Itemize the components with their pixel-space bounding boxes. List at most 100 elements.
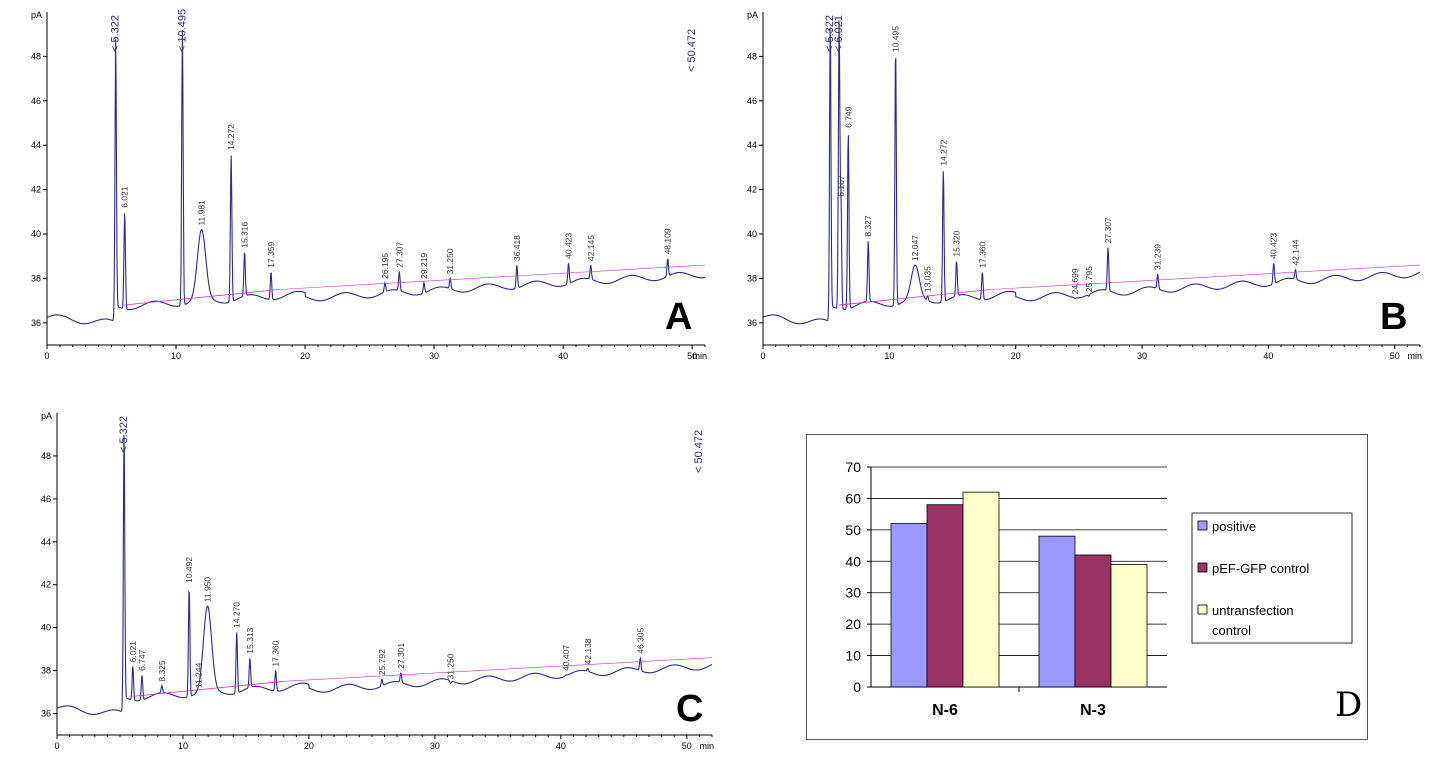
peak-label: < 5.322 xyxy=(118,416,130,453)
y-unit-label: pA xyxy=(41,411,52,421)
bar xyxy=(962,491,1000,688)
integration-baseline xyxy=(124,289,280,306)
x-tick-label: 40 xyxy=(556,741,566,751)
bar-chart-frame: 0 10 20 30 40 50 60 70 N-6 N-3 positive pEF-GFP con… xyxy=(806,434,1368,740)
peak-label: 31.250 xyxy=(446,653,456,679)
x-tick-label: 0 xyxy=(760,351,765,361)
bar xyxy=(1074,554,1112,688)
peak-label: 42.138 xyxy=(583,638,593,664)
panel-label-b: B xyxy=(1380,296,1408,338)
y-tick-label: 70 xyxy=(845,459,861,475)
integration-baseline xyxy=(990,264,1421,290)
peak-label: 6.021 xyxy=(120,186,130,208)
peak-label: < 5.322 xyxy=(110,15,122,52)
peak-label: 8.325 xyxy=(157,660,167,682)
y-tick-label: 46 xyxy=(31,96,41,106)
legend-label: untransfection control xyxy=(1212,603,1294,638)
y-tick-label: 44 xyxy=(747,140,757,150)
y-tick-label: 38 xyxy=(747,273,757,283)
peak-label: 46.305 xyxy=(635,627,645,653)
y-tick-label: 38 xyxy=(31,273,41,283)
y-tick-label: 40 xyxy=(31,229,41,239)
legend-swatch xyxy=(1197,562,1208,573)
panel-label-a: A xyxy=(665,296,693,338)
peak-label: 31.250 xyxy=(445,248,455,274)
y-tick-label: 40 xyxy=(845,553,861,569)
peak-label: 36.418 xyxy=(512,235,522,261)
y-tick-label: 20 xyxy=(845,616,861,632)
peak-label: 17.360 xyxy=(271,640,281,666)
peak-label: 14.272 xyxy=(938,139,948,165)
signal-trace xyxy=(46,30,706,325)
category-label: N-6 xyxy=(932,702,958,719)
y-tick-label: 42 xyxy=(747,185,757,195)
peak-label: 10.492 xyxy=(184,557,194,583)
peak-label: 6.167 xyxy=(836,175,846,197)
peak-label: 17.360 xyxy=(977,241,987,267)
x-unit-label: min xyxy=(692,351,707,361)
y-unit-label: pA xyxy=(31,10,42,20)
x-tick-label: 10 xyxy=(884,351,894,361)
y-tick-label: 42 xyxy=(41,580,51,590)
bar-chart-d: 0 10 20 30 40 50 60 70 N-6 N-3 positive pEF-GFP con… xyxy=(845,459,1353,719)
peak-label: 10.495 xyxy=(891,26,901,52)
peak-label: < 6.021 xyxy=(833,15,845,52)
peak-label: < 5.322 xyxy=(824,15,836,52)
peak-label: 29.219 xyxy=(419,253,429,279)
peak-label: < 10.495 xyxy=(176,9,188,52)
y-tick-label: 36 xyxy=(747,318,757,328)
peak-label: 40.423 xyxy=(1269,233,1279,259)
y-tick-label: 48 xyxy=(31,51,41,61)
x-tick-label: 50 xyxy=(1390,351,1400,361)
peak-label: 40.407 xyxy=(561,645,571,671)
y-tick-label: 42 xyxy=(31,185,41,195)
legend-label: pEF-GFP control xyxy=(1212,561,1309,576)
y-tick-label: 46 xyxy=(747,96,757,106)
y-tick-label: 38 xyxy=(41,666,51,676)
y-tick-label: 10 xyxy=(845,648,861,664)
y-tick-label: 0 xyxy=(853,679,861,695)
x-tick-label: 40 xyxy=(558,351,568,361)
peak-label: 17.359 xyxy=(266,241,276,267)
y-tick-label: 40 xyxy=(747,229,757,239)
peak-label: 24.699 xyxy=(1070,268,1080,294)
legend-swatch xyxy=(1197,604,1208,615)
y-unit-label: pA xyxy=(747,10,758,20)
peak-label: 25.795 xyxy=(1084,266,1094,292)
y-tick-label: 40 xyxy=(41,623,51,633)
peak-label: 15.320 xyxy=(952,230,962,256)
legend-label: positive xyxy=(1212,519,1256,534)
category-label: N-3 xyxy=(1080,702,1106,719)
peak-label: 27.307 xyxy=(394,241,404,267)
x-tick-label: 0 xyxy=(54,741,59,751)
x-tick-label: 20 xyxy=(1011,351,1021,361)
x-tick-label: 30 xyxy=(429,351,439,361)
y-tick-label: 44 xyxy=(31,140,41,150)
y-tick-label: 36 xyxy=(31,318,41,328)
peak-label: 13.035 xyxy=(923,266,933,292)
offscale-peak-label: < 50.472 xyxy=(693,430,705,473)
x-unit-label: min xyxy=(699,741,714,751)
peak-label: 25.792 xyxy=(377,649,387,675)
bar xyxy=(1038,535,1076,688)
panel-label-c: C xyxy=(676,688,704,730)
panel-label-d: D xyxy=(1335,685,1363,725)
peak-label: 40.423 xyxy=(564,233,574,259)
bar xyxy=(890,523,928,688)
x-tick-label: 10 xyxy=(171,351,181,361)
peak-label: 6.021 xyxy=(128,641,138,663)
y-tick-label: 50 xyxy=(845,522,861,538)
peak-label: 27.301 xyxy=(396,642,406,668)
peak-label: 14.272 xyxy=(226,124,236,150)
integration-baseline xyxy=(132,680,284,697)
y-tick-label: 46 xyxy=(41,494,51,504)
integration-baseline xyxy=(279,264,706,290)
peak-label: 15.316 xyxy=(240,221,250,247)
peak-label: 27.307 xyxy=(1103,217,1113,243)
y-tick-label: 48 xyxy=(747,51,757,61)
peak-label: 11.244 xyxy=(194,662,204,688)
peak-label: 11.981 xyxy=(197,200,207,226)
peak-label: 8.327 xyxy=(863,215,873,237)
y-tick-label: 36 xyxy=(41,709,51,719)
